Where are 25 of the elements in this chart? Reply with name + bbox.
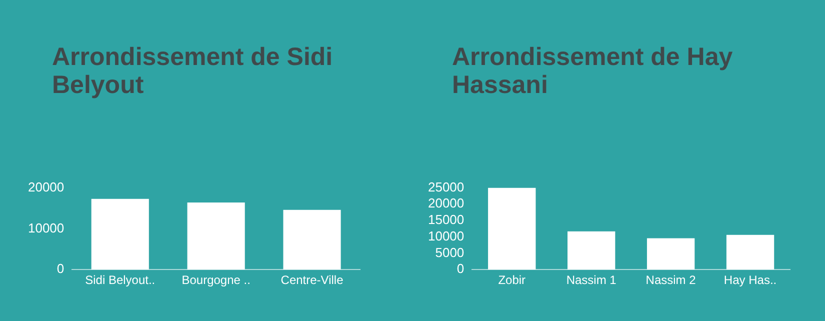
y-tick-label: 20000 [28,179,64,194]
x-tick-label: Centre-Ville [280,273,344,288]
x-tick-label: Nassim 2 [646,273,696,288]
x-tick-label: Zobir [498,273,526,288]
y-tick-label: 20000 [428,196,464,211]
y-tick-label: 0 [56,261,64,276]
x-tick-label: Nassim 1 [566,273,617,288]
bar [726,234,774,270]
y-tick-label: 10000 [428,228,464,244]
y-tick-label: 10000 [28,220,64,236]
y-tick-label: 5000 [435,244,464,260]
bar [488,188,536,270]
x-tick-label: Hay Has.. [724,273,777,288]
chart-title: Arrondissement de Sidi Belyout [52,43,334,99]
y-tick-label: 15000 [428,212,464,228]
y-tick-label: 0 [456,261,464,276]
chart-title: Arrondissement de Hay Hassani [452,43,734,99]
bar [91,198,149,270]
bar [646,238,695,270]
y-tick-label: 25000 [428,179,464,194]
x-tick-label: Sidi Belyout.. [85,273,156,288]
bar [187,202,245,270]
bar [568,231,616,270]
bar [283,210,341,270]
x-tick-label: Bourgogne .. [182,273,250,288]
